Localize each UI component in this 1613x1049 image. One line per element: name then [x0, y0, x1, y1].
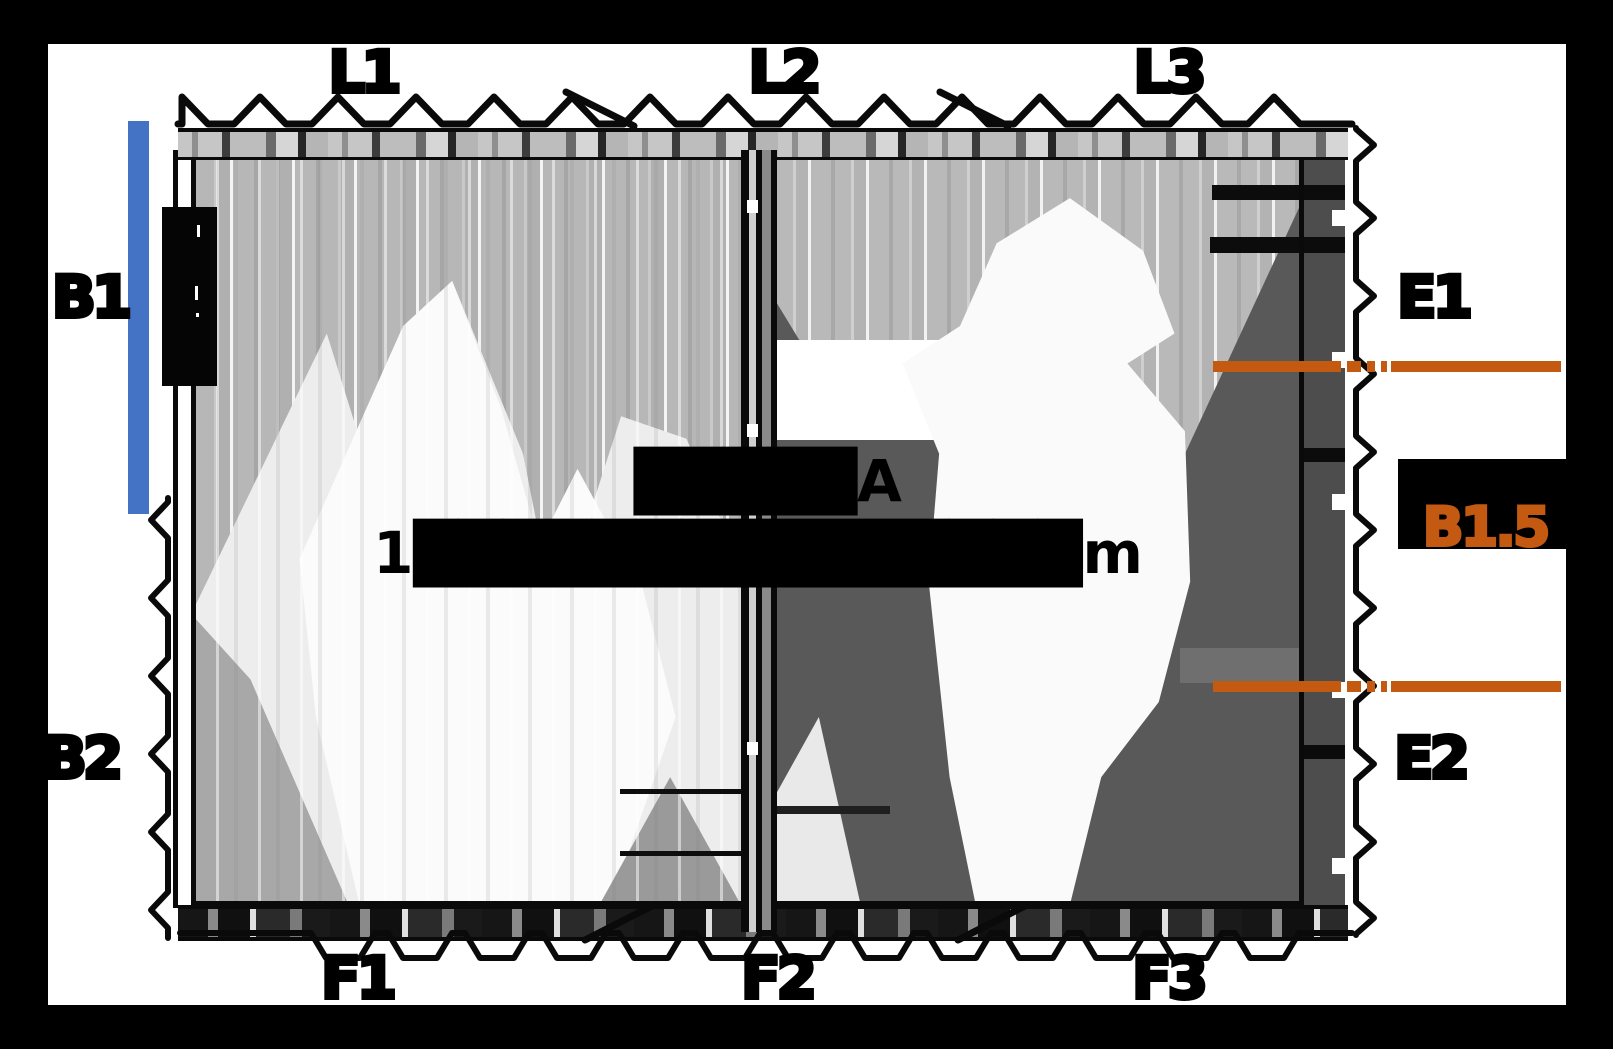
right-wall-stripe — [1304, 185, 1345, 200]
center-divider-wall — [741, 150, 777, 932]
right-bay-dark-band — [777, 806, 890, 814]
dimension-line-upper — [1391, 361, 1561, 372]
grid-label-e2: E2 — [1392, 722, 1472, 794]
grid-label-b1: B1 — [50, 261, 135, 333]
left-bay-corrugation-texture — [196, 153, 741, 905]
b15-label-backdrop — [1398, 459, 1566, 549]
dimension-line-lower-dash — [1347, 681, 1361, 692]
right-wall-stripe — [1304, 745, 1345, 759]
right-wall-stripe — [1304, 448, 1345, 462]
left-bay-detail-line — [620, 789, 741, 794]
right-bay-plan — [777, 153, 1300, 905]
dimension-line-upper-dash — [1347, 361, 1361, 372]
grid-label-l2: L2 — [746, 36, 823, 108]
grid-label-f2: F2 — [739, 942, 819, 1014]
divider-stripe — [762, 150, 771, 932]
dimension-line-upper-dash — [1381, 361, 1387, 372]
divider-gap — [747, 742, 758, 755]
dimension-line-lower — [1391, 681, 1561, 692]
grid-label-b1-5: B1.5 — [1421, 494, 1552, 560]
grid-label-f1: F1 — [319, 942, 399, 1014]
right-bay-light-band — [1180, 648, 1300, 683]
grid-label-b2: B2 — [41, 722, 126, 794]
dimension-line-lower — [1213, 681, 1341, 692]
grid-label-l3: L3 — [1131, 36, 1208, 108]
left-bay-detail-line — [620, 851, 741, 856]
right-wall-bar — [1304, 150, 1345, 933]
right-wall-inner-line — [1299, 150, 1304, 933]
panel-marking — [197, 225, 200, 237]
panel-marking — [196, 313, 199, 317]
divider-gap — [747, 487, 758, 500]
divider-gap — [747, 424, 758, 437]
grid-label-l1: L1 — [326, 36, 403, 108]
right-wall-tab — [1332, 494, 1345, 510]
divider-stripe — [749, 150, 756, 932]
dimension-line-upper — [1213, 361, 1341, 372]
dimension-line-upper-dash — [1367, 361, 1375, 372]
blue-marker-bar — [128, 121, 149, 514]
panel-marking — [195, 286, 198, 300]
right-wall-tab — [1332, 210, 1345, 226]
center-title-line1: █████A — [634, 447, 902, 515]
left-bay-plan — [196, 153, 741, 905]
left-wall-outer-line — [173, 150, 178, 908]
right-wall-stripe — [1304, 237, 1345, 253]
grid-label-f3: F3 — [1130, 942, 1210, 1014]
right-bay-dark-band — [1212, 185, 1300, 200]
left-wall-inner-line — [191, 150, 196, 908]
left-black-panel — [162, 207, 217, 386]
center-title-line2: 1███████████████m — [373, 519, 1143, 587]
grid-label-e1: E1 — [1395, 261, 1475, 333]
right-wall-tab — [1332, 858, 1345, 874]
dimension-line-lower-dash — [1367, 681, 1375, 692]
divider-gap — [747, 200, 758, 213]
dimension-line-lower-dash — [1381, 681, 1387, 692]
right-bay-dark-band — [1210, 237, 1300, 253]
